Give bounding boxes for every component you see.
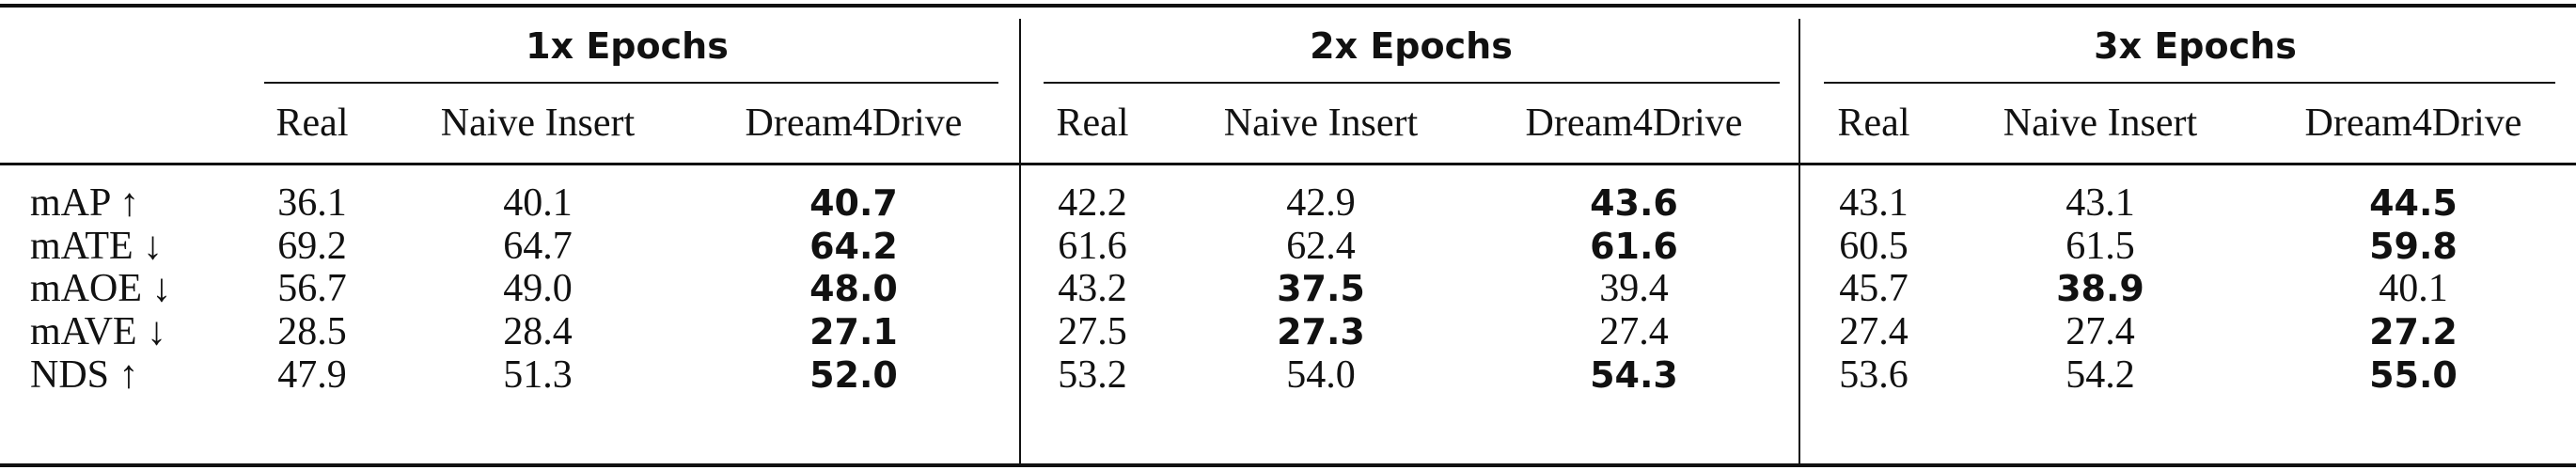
row-label: mAVE ↓ [30, 310, 167, 353]
cell: 27.2 [2369, 311, 2458, 352]
group-header: 1x Epochs [526, 25, 729, 67]
cell: 43.2 [1058, 267, 1127, 310]
cell: 61.5 [2066, 225, 2135, 268]
cell: 43.6 [1590, 182, 1678, 224]
cell: 55.0 [2369, 354, 2458, 396]
cell: 27.4 [1599, 310, 1669, 353]
group-rule [1044, 82, 1780, 84]
group-rule [264, 82, 998, 84]
row-label: NDS ↑ [30, 353, 139, 397]
cell: 42.9 [1286, 181, 1356, 225]
cell: 53.2 [1058, 353, 1127, 397]
column-header: Dream4Drive [2304, 102, 2522, 145]
cell: 64.7 [503, 225, 573, 268]
cell: 62.4 [1286, 225, 1356, 268]
cell: 28.5 [277, 310, 347, 353]
group-rule [1824, 82, 2555, 84]
cell: 56.7 [277, 267, 347, 310]
cell: 40.1 [503, 181, 573, 225]
cell: 38.9 [2056, 268, 2144, 309]
cell: 45.7 [1839, 267, 1908, 310]
cell: 64.2 [809, 226, 898, 267]
row-label: mATE ↓ [30, 225, 164, 268]
cell: 69.2 [277, 225, 347, 268]
cell: 61.6 [1590, 226, 1678, 267]
column-header: Naive Insert [2003, 102, 2198, 145]
cell: 39.4 [1599, 267, 1669, 310]
cell: 27.4 [2066, 310, 2135, 353]
cell: 49.0 [503, 267, 573, 310]
cell: 51.3 [503, 353, 573, 397]
cell: 27.3 [1277, 311, 1365, 352]
cell: 54.2 [2066, 353, 2135, 397]
mid-rule [0, 163, 2576, 165]
top-rule [0, 4, 2576, 8]
column-header: Naive Insert [1223, 102, 1419, 145]
cell: 54.3 [1590, 354, 1678, 396]
cell: 27.5 [1058, 310, 1127, 353]
cell: 61.6 [1058, 225, 1127, 268]
cell: 27.1 [809, 311, 898, 352]
column-header: Naive Insert [440, 102, 636, 145]
column-header: Dream4Drive [745, 102, 963, 145]
column-header: Real [275, 102, 349, 145]
row-label: mAOE ↓ [30, 267, 172, 310]
column-header: Dream4Drive [1525, 102, 1743, 145]
cell: 54.0 [1286, 353, 1356, 397]
cell: 40.7 [809, 182, 898, 224]
cell: 59.8 [2369, 226, 2458, 267]
cell: 48.0 [809, 268, 898, 309]
cell: 28.4 [503, 310, 573, 353]
column-header: Real [1837, 102, 1910, 145]
cell: 37.5 [1277, 268, 1365, 309]
cell: 43.1 [2066, 181, 2135, 225]
group-header: 2x Epochs [1310, 25, 1513, 67]
column-header: Real [1056, 102, 1129, 145]
cell: 44.5 [2369, 182, 2458, 224]
row-label: mAP ↑ [30, 181, 140, 225]
bottom-rule [0, 463, 2576, 467]
group-header: 3x Epochs [2094, 25, 2297, 67]
cell: 52.0 [809, 354, 898, 396]
cell: 40.1 [2379, 267, 2448, 310]
column-divider [1019, 19, 1021, 463]
column-divider [1798, 19, 1800, 463]
cell: 43.1 [1839, 181, 1908, 225]
cell: 27.4 [1839, 310, 1908, 353]
cell: 42.2 [1058, 181, 1127, 225]
cell: 60.5 [1839, 225, 1908, 268]
cell: 47.9 [277, 353, 347, 397]
cell: 36.1 [277, 181, 347, 225]
cell: 53.6 [1839, 353, 1908, 397]
